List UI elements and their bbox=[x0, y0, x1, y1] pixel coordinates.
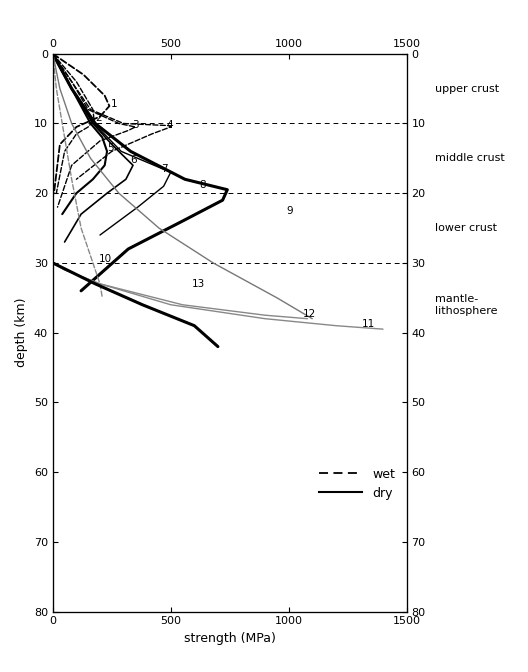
Legend: wet, dry: wet, dry bbox=[314, 462, 400, 505]
X-axis label: strength (MPa): strength (MPa) bbox=[184, 632, 276, 645]
Text: 8: 8 bbox=[199, 180, 205, 190]
Text: 2: 2 bbox=[95, 113, 101, 123]
Text: 12: 12 bbox=[303, 309, 316, 319]
Text: 5: 5 bbox=[107, 143, 114, 153]
Y-axis label: depth (km): depth (km) bbox=[15, 298, 29, 368]
Text: 4: 4 bbox=[166, 120, 173, 130]
Text: upper crust: upper crust bbox=[435, 83, 499, 93]
Text: middle crust: middle crust bbox=[435, 153, 505, 163]
Text: 3: 3 bbox=[132, 120, 138, 130]
Text: 11: 11 bbox=[362, 319, 375, 329]
Text: mantle-
lithosphere: mantle- lithosphere bbox=[435, 294, 497, 316]
Text: 1: 1 bbox=[110, 99, 117, 109]
Text: 13: 13 bbox=[192, 279, 205, 289]
Text: 9: 9 bbox=[286, 206, 293, 216]
Text: lower crust: lower crust bbox=[435, 223, 497, 233]
Text: 10: 10 bbox=[99, 255, 112, 265]
Text: 7: 7 bbox=[161, 164, 168, 174]
Text: 6: 6 bbox=[130, 155, 137, 165]
